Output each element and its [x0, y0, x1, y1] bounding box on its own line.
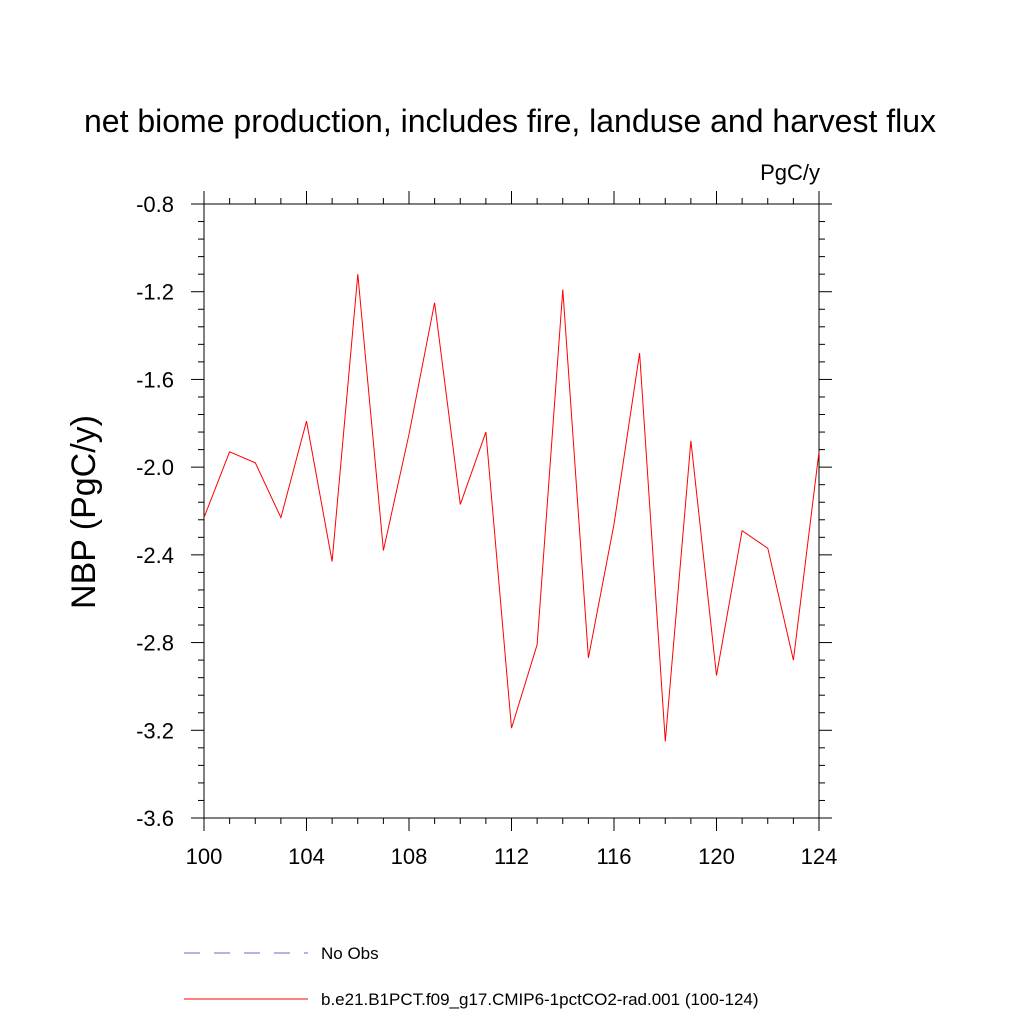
x-tick-label: 112: [494, 844, 529, 869]
series-layer: [203, 274, 820, 742]
x-axis-ticks: 100 104 108 112 116 120 124: [186, 191, 838, 869]
legend-label: b.e21.B1PCT.f09_g17.CMIP6-1pctCO2-rad.00…: [321, 990, 759, 1009]
y-tick-label: -2.4: [136, 543, 174, 568]
x-tick-label: 108: [391, 844, 428, 869]
y-tick-label: -0.8: [136, 192, 174, 217]
y-axis-label: NBP (PgC/y): [65, 415, 103, 609]
y-tick-label: -2.0: [136, 455, 174, 480]
y-tick-label: -1.6: [136, 367, 174, 392]
y-tick-label: -3.2: [136, 718, 174, 743]
x-tick-label: 104: [288, 844, 325, 869]
y-tick-label: -2.8: [136, 631, 174, 656]
x-tick-label: 116: [596, 844, 631, 869]
x-tick-label: 100: [186, 844, 223, 869]
legend: No Obs b.e21.B1PCT.f09_g17.CMIP6-1pctCO2-…: [184, 944, 759, 1009]
y-tick-label: -1.2: [136, 280, 174, 305]
x-tick-label: 124: [801, 844, 838, 869]
chart-title: net biome production, includes fire, lan…: [84, 103, 936, 139]
y-tick-label: -3.6: [136, 806, 174, 831]
y-axis-ticks: -0.8 -1.2 -1.6 -2.0 -2.4 -2.8 -3.2 -3.6: [136, 192, 832, 831]
legend-label: No Obs: [321, 944, 379, 963]
units-label: PgC/y: [760, 160, 820, 185]
x-tick-label: 120: [698, 844, 735, 869]
series-line: [203, 274, 820, 742]
